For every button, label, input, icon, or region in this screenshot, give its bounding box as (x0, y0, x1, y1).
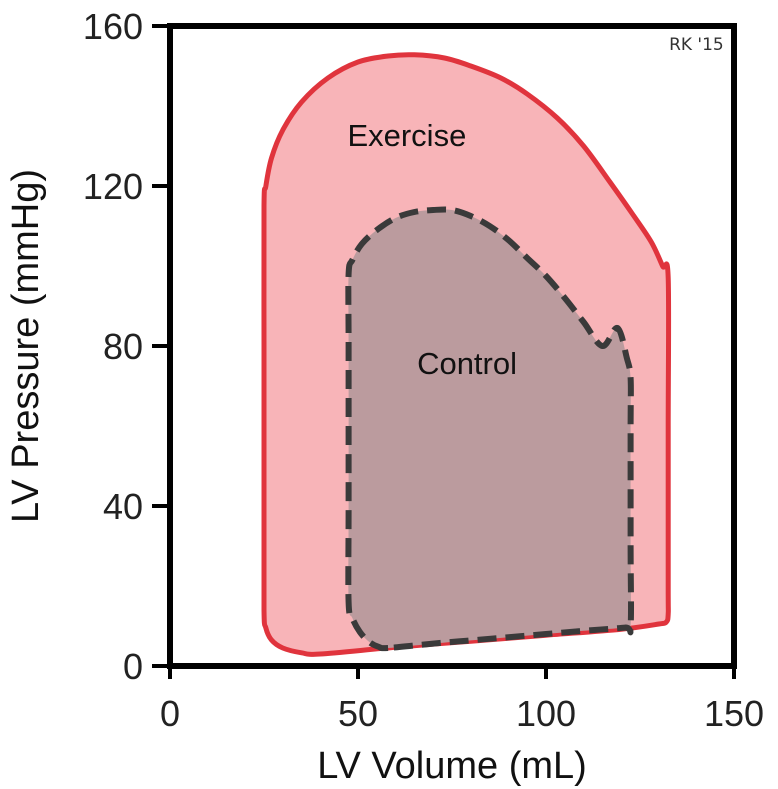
control-label: Control (417, 346, 517, 381)
series-layer (261, 52, 672, 657)
watermark-text: 知乎 @星回双幸 (607, 749, 768, 774)
y-tick-label: 120 (83, 166, 143, 207)
x-tick-label: 100 (516, 693, 576, 734)
y-tick-label: 40 (103, 486, 143, 527)
x-tick-label: 50 (338, 693, 378, 734)
control-loop-line (345, 206, 635, 652)
control-loop-area (348, 209, 632, 649)
y-tick-label: 80 (103, 326, 143, 367)
exercise-label: Exercise (347, 118, 466, 153)
y-tick-label: 160 (83, 6, 143, 47)
exercise-loop-line (261, 52, 672, 657)
labels-layer: Exercise Control RK '15 (347, 35, 723, 381)
ticks-layer: 0 50 100 150 0 40 80 120 160 (83, 6, 764, 734)
x-tick-label: 150 (704, 693, 764, 734)
x-axis-title: LV Volume (mL) (317, 745, 587, 787)
y-axis-title: LV Pressure (mmHg) (5, 169, 47, 523)
credit-annotation: RK '15 (669, 35, 724, 55)
x-tick-label: 0 (160, 693, 180, 734)
y-tick-label: 0 (123, 646, 143, 687)
